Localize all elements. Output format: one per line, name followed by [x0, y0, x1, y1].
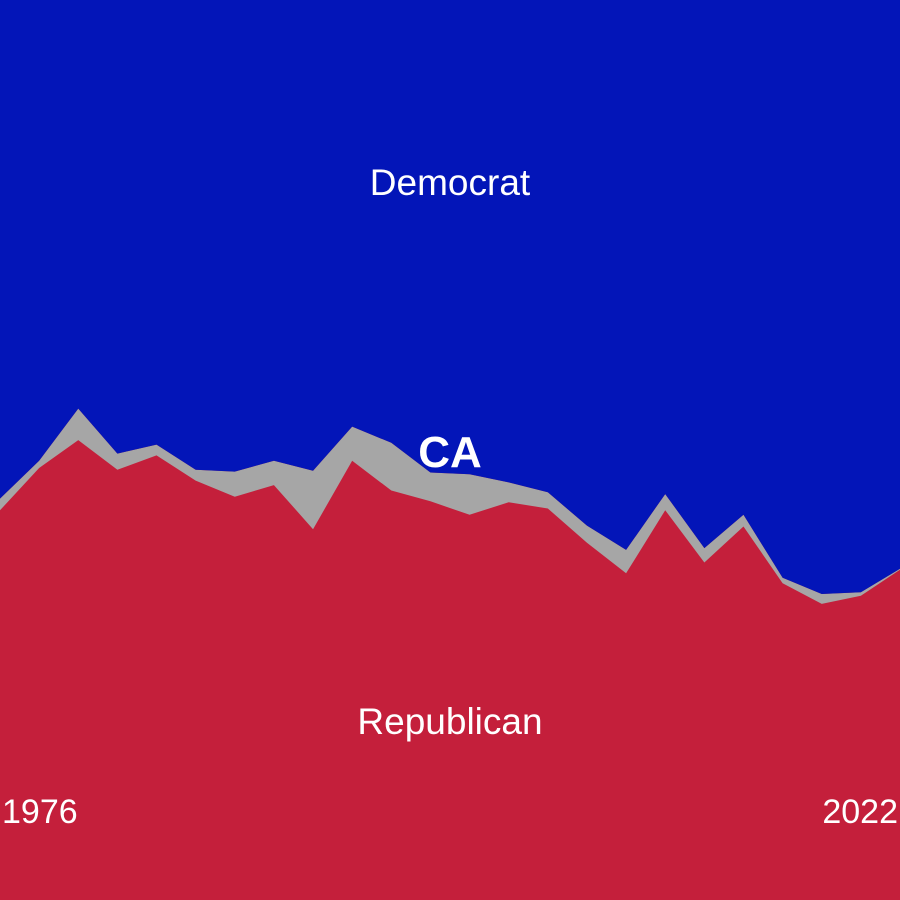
series-label-republican: Republican	[357, 701, 542, 742]
state-label: CA	[418, 428, 482, 477]
x-end-label: 2022	[822, 793, 898, 831]
area-democrat	[0, 0, 900, 594]
x-start-label: 1976	[2, 793, 78, 831]
series-label-democrat: Democrat	[370, 162, 531, 203]
area-other	[0, 408, 900, 604]
area-republican	[0, 440, 900, 900]
